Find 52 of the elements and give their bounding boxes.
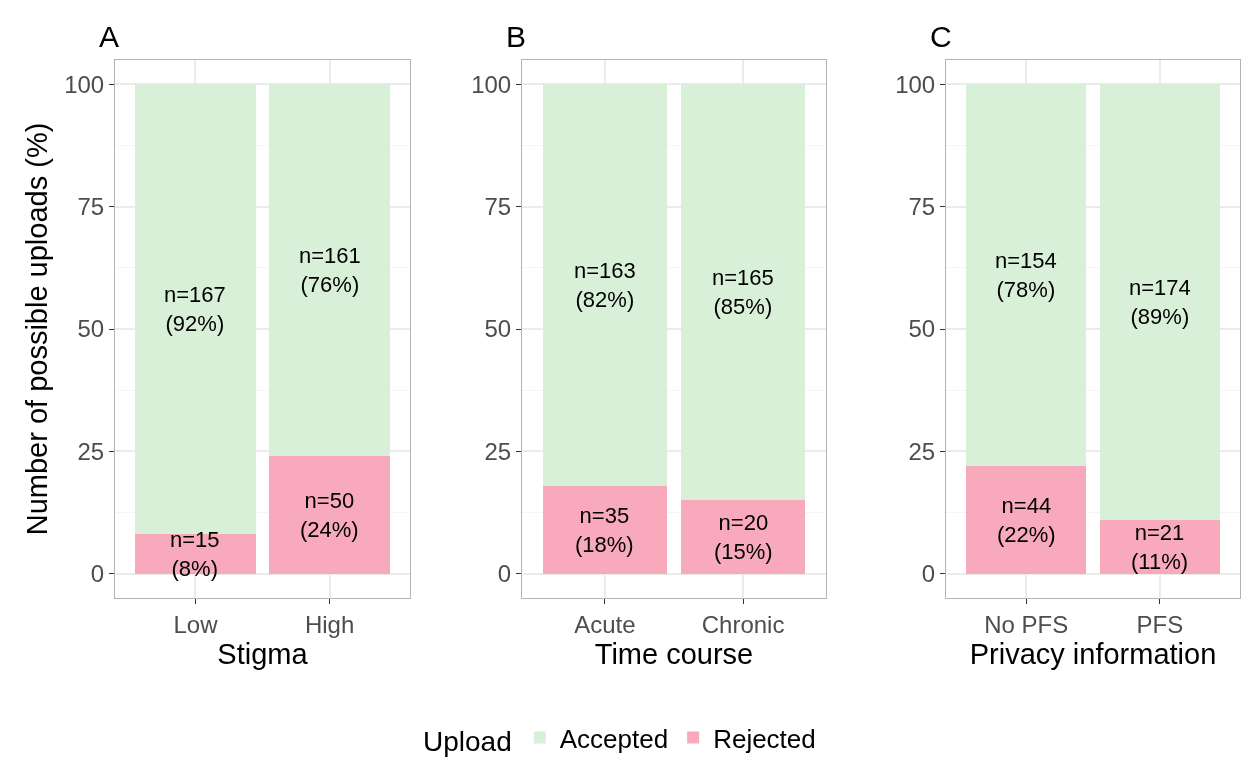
data-label: n=161 (76%) <box>299 243 361 297</box>
bar <box>680 84 806 501</box>
y-tick-label: 25 <box>484 437 512 465</box>
y-tick-label: 100 <box>64 70 105 98</box>
x-tick-label: No PFS <box>984 610 1069 638</box>
x-tick-label: Acute <box>574 610 636 638</box>
x-tick-label: PFS <box>1136 610 1184 638</box>
bar <box>269 84 390 457</box>
y-axis-title: Number of possible uploads (%) <box>20 122 53 536</box>
chart-title: B <box>506 20 527 53</box>
y-tick-label: 50 <box>77 315 105 343</box>
data-label: n=21 (11%) <box>1131 520 1189 574</box>
y-tick-label: 100 <box>471 70 512 98</box>
y-tick-label: 0 <box>921 559 936 587</box>
y-tick-label: 50 <box>908 315 936 343</box>
legend-title: Upload <box>423 725 512 757</box>
y-tick-label: 0 <box>497 559 512 587</box>
data-label: n=163 (82%) <box>574 258 636 312</box>
data-label: n=50 (24%) <box>300 488 359 542</box>
bar <box>269 456 390 574</box>
y-tick-label: 25 <box>908 437 936 465</box>
y-tick-label: 75 <box>484 193 512 221</box>
data-label: n=174 (89%) <box>1129 275 1191 329</box>
y-tick-label: 25 <box>77 437 105 465</box>
x-axis-title: Stigma <box>217 637 309 670</box>
data-label: n=165 (85%) <box>712 265 774 319</box>
data-label: n=15 (8%) <box>170 527 220 581</box>
x-axis-title: Privacy information <box>969 637 1217 670</box>
bar <box>680 500 806 574</box>
data-label: n=20 (15%) <box>714 510 773 564</box>
y-tick-label: 75 <box>908 193 936 221</box>
data-label: n=35 (18%) <box>575 503 634 557</box>
bar <box>966 465 1087 574</box>
y-tick-label: 100 <box>895 70 936 98</box>
bar <box>966 84 1087 466</box>
data-label: n=154 (78%) <box>995 248 1057 302</box>
bar <box>1099 84 1220 520</box>
bar <box>542 485 668 574</box>
bar <box>542 84 668 486</box>
y-tick-label: 75 <box>77 193 105 221</box>
data-label: n=167 (92%) <box>164 282 226 336</box>
chart-title: A <box>99 20 120 53</box>
chart-title: C <box>930 20 952 53</box>
y-tick-label: 50 <box>484 315 512 343</box>
legend-label: Accepted <box>559 723 669 754</box>
y-tick-label: 0 <box>90 559 105 587</box>
x-tick-label: High <box>304 610 355 638</box>
x-axis-title: Time course <box>594 637 754 670</box>
x-tick-label: Chronic <box>701 610 785 638</box>
x-tick-label: Low <box>173 610 219 638</box>
legend-label: Rejected <box>713 723 816 754</box>
data-label: n=44 (22%) <box>997 493 1056 547</box>
